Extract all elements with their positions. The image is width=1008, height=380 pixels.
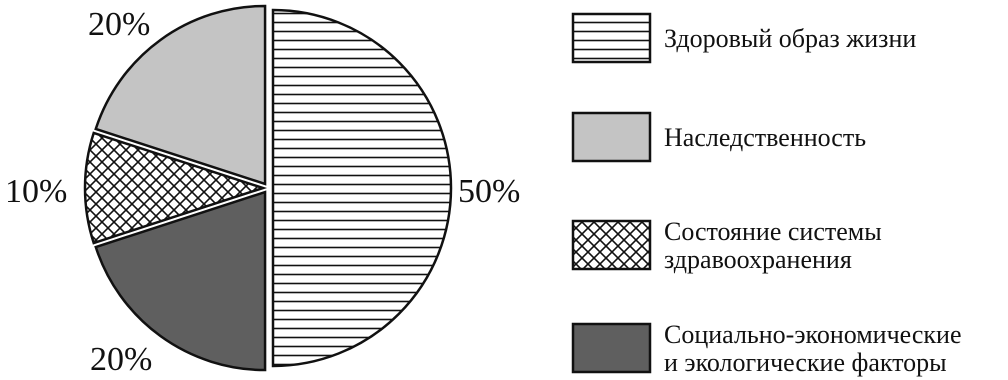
slice-percent-label: 20%	[90, 341, 152, 378]
legend-item: Наследственность	[571, 111, 866, 163]
legend-label: и экологические факторы	[664, 348, 947, 377]
pie-slice	[271, 8, 453, 368]
legend-swatch	[571, 219, 652, 271]
pie-slice	[94, 190, 267, 372]
legend-swatch	[571, 322, 652, 374]
legend-label: здравоохранения	[664, 245, 852, 274]
slice-percent-label: 10%	[5, 173, 67, 210]
legend-label: Социально-экономические	[664, 320, 962, 349]
pie-slices	[83, 4, 453, 372]
pie-slice	[94, 4, 267, 186]
legend: Здоровый образ жизни Наследственность Сост…	[571, 12, 962, 377]
legend-item: Здоровый образ жизни	[571, 12, 916, 64]
legend-label: Здоровый образ жизни	[664, 24, 916, 53]
pie-slice	[83, 131, 268, 245]
slice-percent-label: 50%	[458, 173, 520, 210]
slice-percent-label: 20%	[88, 6, 150, 43]
legend-label: Состояние системы	[664, 217, 882, 246]
percent-labels: 50% 20% 10% 20%	[5, 6, 520, 378]
legend-label: Наследственность	[664, 123, 866, 152]
legend-swatch	[571, 12, 652, 64]
legend-swatch	[571, 111, 652, 163]
